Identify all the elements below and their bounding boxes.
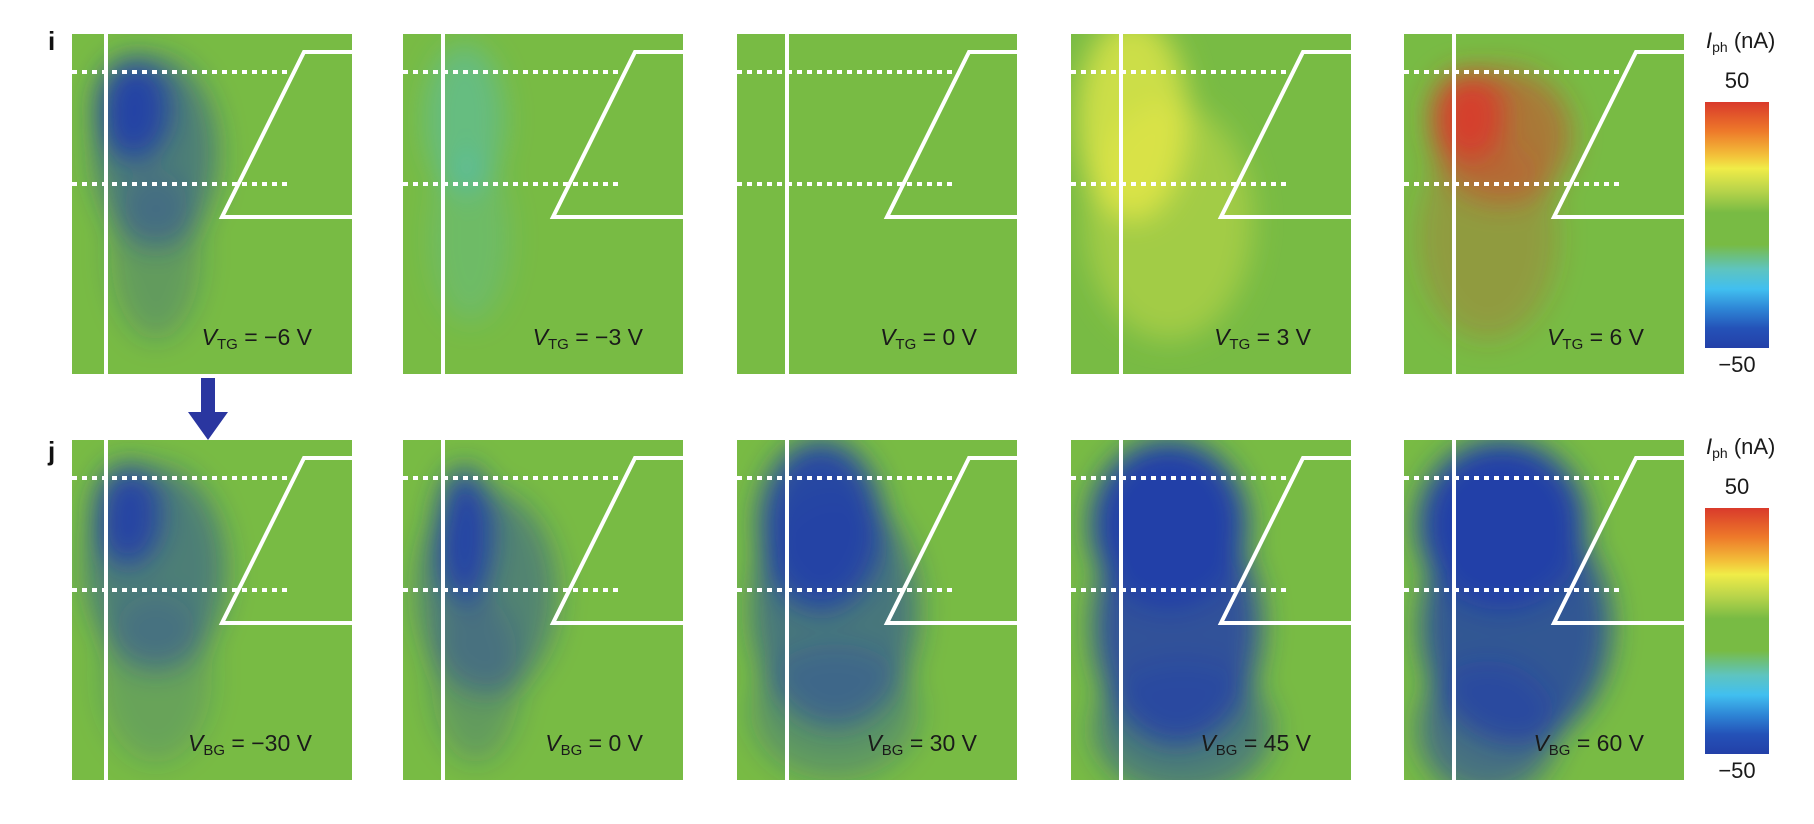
voltage-value: = −3 V [568, 324, 643, 350]
voltage-value: = −30 V [225, 730, 312, 756]
row-label-i: i [48, 26, 56, 56]
gate-outline [1217, 456, 1351, 625]
voltage-value: = 6 V [1583, 324, 1644, 350]
voltage-symbol: V [1214, 324, 1230, 350]
colorbar-gradient [1705, 508, 1769, 754]
gate-outline [218, 50, 352, 219]
gate-outline [1550, 50, 1684, 219]
colorbar-min-tick: −50 [1718, 758, 1756, 783]
photocurrent-signal [86, 463, 226, 763]
voltage-value: = 0 V [582, 730, 643, 756]
photocurrent-map-bg-4: VBG = 60 V [1404, 440, 1684, 780]
gate-voltage-label: VBG = 45 V [1200, 730, 1311, 759]
gate-voltage-label: VBG = 30 V [866, 730, 977, 759]
gate-outline [883, 456, 1017, 625]
voltage-subscript: BG [881, 742, 904, 759]
gate-outline [218, 456, 352, 625]
photocurrent-map-tg-1: VTG = −3 V [403, 34, 683, 374]
photocurrent-signal [751, 440, 919, 780]
gate-outline [883, 50, 1017, 219]
gate-outline [549, 456, 683, 625]
voltage-value: = 30 V [903, 730, 977, 756]
voltage-symbol: V [545, 730, 561, 756]
gate-outline [1550, 456, 1684, 625]
gate-voltage-label: VTG = 3 V [1214, 324, 1311, 353]
colorbar-max-tick: 50 [1724, 68, 1750, 93]
voltage-symbol: V [188, 730, 204, 756]
photocurrent-signal [1090, 440, 1273, 780]
voltage-subscript: TG [895, 336, 917, 353]
down-arrow-icon [188, 378, 228, 440]
voltage-subscript: TG [547, 336, 569, 353]
colorbar-gradient [1705, 102, 1769, 348]
row-label-j: j [48, 436, 56, 466]
voltage-subscript: BG [560, 742, 583, 759]
signal-blob [751, 644, 919, 780]
voltage-symbol: V [880, 324, 896, 350]
voltage-subscript: BG [203, 742, 226, 759]
gate-voltage-label: VTG = −6 V [202, 324, 312, 353]
voltage-value: = 0 V [916, 324, 977, 350]
voltage-subscript: BG [1548, 742, 1571, 759]
signal-blob [100, 593, 212, 763]
gate-outline [1217, 50, 1351, 219]
voltage-value: = 45 V [1237, 730, 1311, 756]
gate-voltage-label: VBG = −30 V [188, 730, 312, 759]
signal-blob [111, 170, 201, 340]
voltage-subscript: BG [1215, 742, 1238, 759]
photocurrent-map-bg-1: VBG = 0 V [403, 440, 683, 780]
photocurrent-map-bg-2: VBG = 30 V [737, 440, 1017, 780]
gate-outline [549, 50, 683, 219]
photocurrent-signal [1418, 68, 1572, 340]
colorbar-min-tick: −50 [1718, 352, 1756, 377]
gate-voltage-label: VTG = −3 V [533, 324, 643, 353]
photocurrent-map-bg-3: VBG = 45 V [1071, 440, 1351, 780]
voltage-symbol: V [1200, 730, 1216, 756]
photocurrent-map-tg-0: VTG = −6 V [72, 34, 352, 374]
voltage-symbol: V [532, 324, 548, 350]
photocurrent-signal [1418, 440, 1612, 780]
voltage-value: = −6 V [237, 324, 312, 350]
signal-blob [1093, 661, 1273, 780]
gate-voltage-label: VBG = 60 V [1533, 730, 1644, 759]
gate-voltage-label: VTG = 0 V [880, 324, 977, 353]
photocurrent-map-tg-2: VTG = 0 V [737, 34, 1017, 374]
colorbar-title: Iph (nA) [1706, 28, 1776, 55]
voltage-value: = 3 V [1250, 324, 1311, 350]
photocurrent-map-bg-0: VBG = −30 V [72, 440, 352, 780]
signal-blob [431, 153, 510, 323]
photocurrent-map-tg-4: VTG = 6 V [1404, 34, 1684, 374]
voltage-symbol: V [201, 324, 217, 350]
gate-voltage-label: VTG = 6 V [1547, 324, 1644, 353]
signal-blob [431, 593, 521, 763]
colorbar-max-tick: 50 [1724, 474, 1750, 499]
signal-blob [1085, 102, 1253, 340]
photocurrent-signal [1076, 34, 1253, 340]
voltage-symbol: V [1547, 324, 1563, 350]
voltage-value: = 60 V [1570, 730, 1644, 756]
signal-blob [1418, 136, 1558, 340]
gate-voltage-label: VBG = 0 V [545, 730, 643, 759]
voltage-subscript: TG [1562, 336, 1584, 353]
photocurrent-map-tg-3: VTG = 3 V [1071, 34, 1351, 374]
photocurrent-signal [417, 467, 557, 763]
voltage-symbol: V [866, 730, 882, 756]
photocurrent-signal [94, 57, 218, 340]
colorbar-title: Iph (nA) [1706, 434, 1776, 461]
voltage-subscript: TG [1229, 336, 1251, 353]
voltage-subscript: TG [216, 336, 238, 353]
voltage-symbol: V [1533, 730, 1549, 756]
